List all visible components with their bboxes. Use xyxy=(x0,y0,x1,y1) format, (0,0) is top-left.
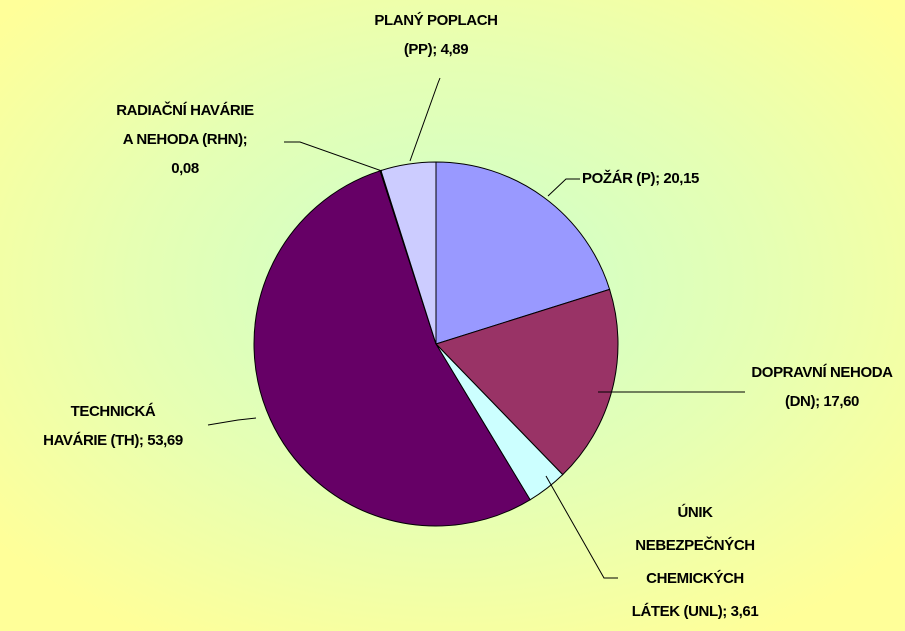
data-label: RADIAČNÍ HAVÁRIE A NEHODA (RHN); 0,08 xyxy=(116,101,254,177)
data-label: PLANÝ POPLACH (PP); 4,89 xyxy=(374,11,497,58)
data-label: ÚNIK NEBEZPEČNÝCH CHEMICKÝCH LÁTEK (UNL); 3… xyxy=(632,503,759,620)
leader-line xyxy=(207,417,257,426)
pie-slice xyxy=(435,288,619,476)
data-label: DOPRAVNÍ NEHODA (DN); 17,60 xyxy=(751,364,893,410)
pie-slice xyxy=(253,170,531,527)
leader-line xyxy=(545,475,618,579)
leader-line xyxy=(284,141,383,172)
leader-line xyxy=(547,178,580,197)
data-label: TECHNICKÁ HAVÁRIE (TH); 53,69 xyxy=(43,403,183,449)
leader-line xyxy=(409,77,441,162)
data-label: POŽÁR (P); 20,15 xyxy=(582,169,699,187)
pie-slice xyxy=(435,161,611,345)
